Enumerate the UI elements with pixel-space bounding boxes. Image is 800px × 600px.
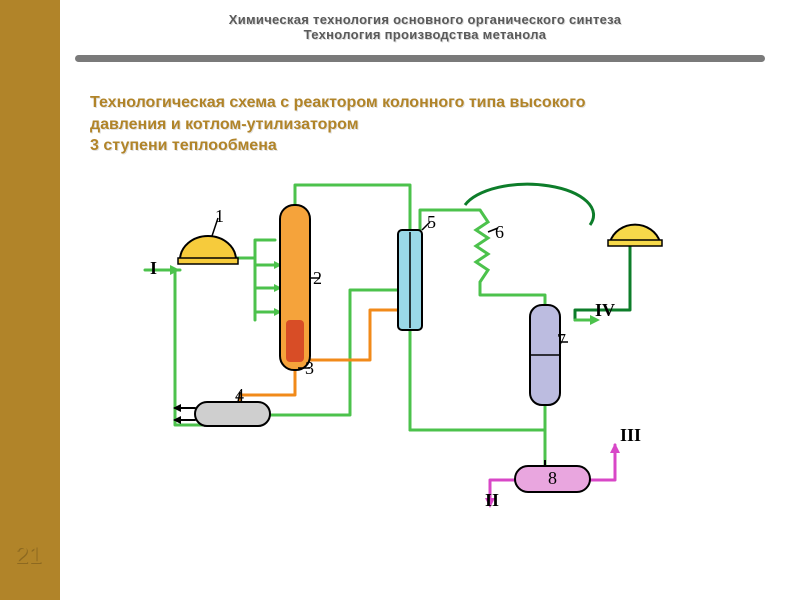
header-rule	[75, 55, 765, 62]
header-line-2: Технология производства метанола	[75, 27, 775, 42]
slide-subtitle: Технологическая схема с реактором колонн…	[90, 92, 750, 157]
subtitle-line-1: Технологическая схема с реактором колонн…	[90, 94, 586, 111]
label-roman-2: II	[485, 490, 499, 511]
subtitle-line-3: 3 ступени теплообмена	[90, 137, 277, 154]
label-8: 8	[548, 468, 557, 489]
label-roman-4: IV	[595, 300, 615, 321]
label-roman-3: III	[620, 425, 641, 446]
page-number: 21	[15, 542, 42, 570]
sidebar-accent	[0, 0, 60, 600]
label-5: 5	[427, 212, 436, 233]
label-6: 6	[495, 222, 504, 243]
header-line-1: Химическая технология основного органиче…	[75, 12, 775, 27]
slide-header: Химическая технология основного органиче…	[75, 12, 775, 42]
label-7: 7	[557, 330, 566, 351]
process-diagram: 1 2 3 4 5 6 7 8 I II III IV	[120, 170, 740, 530]
label-2: 2	[313, 268, 322, 289]
label-1: 1	[215, 206, 224, 227]
label-4: 4	[235, 385, 244, 406]
subtitle-line-2: давления и котлом-утилизатором	[90, 116, 359, 133]
label-3: 3	[305, 358, 314, 379]
label-roman-1: I	[150, 258, 157, 279]
